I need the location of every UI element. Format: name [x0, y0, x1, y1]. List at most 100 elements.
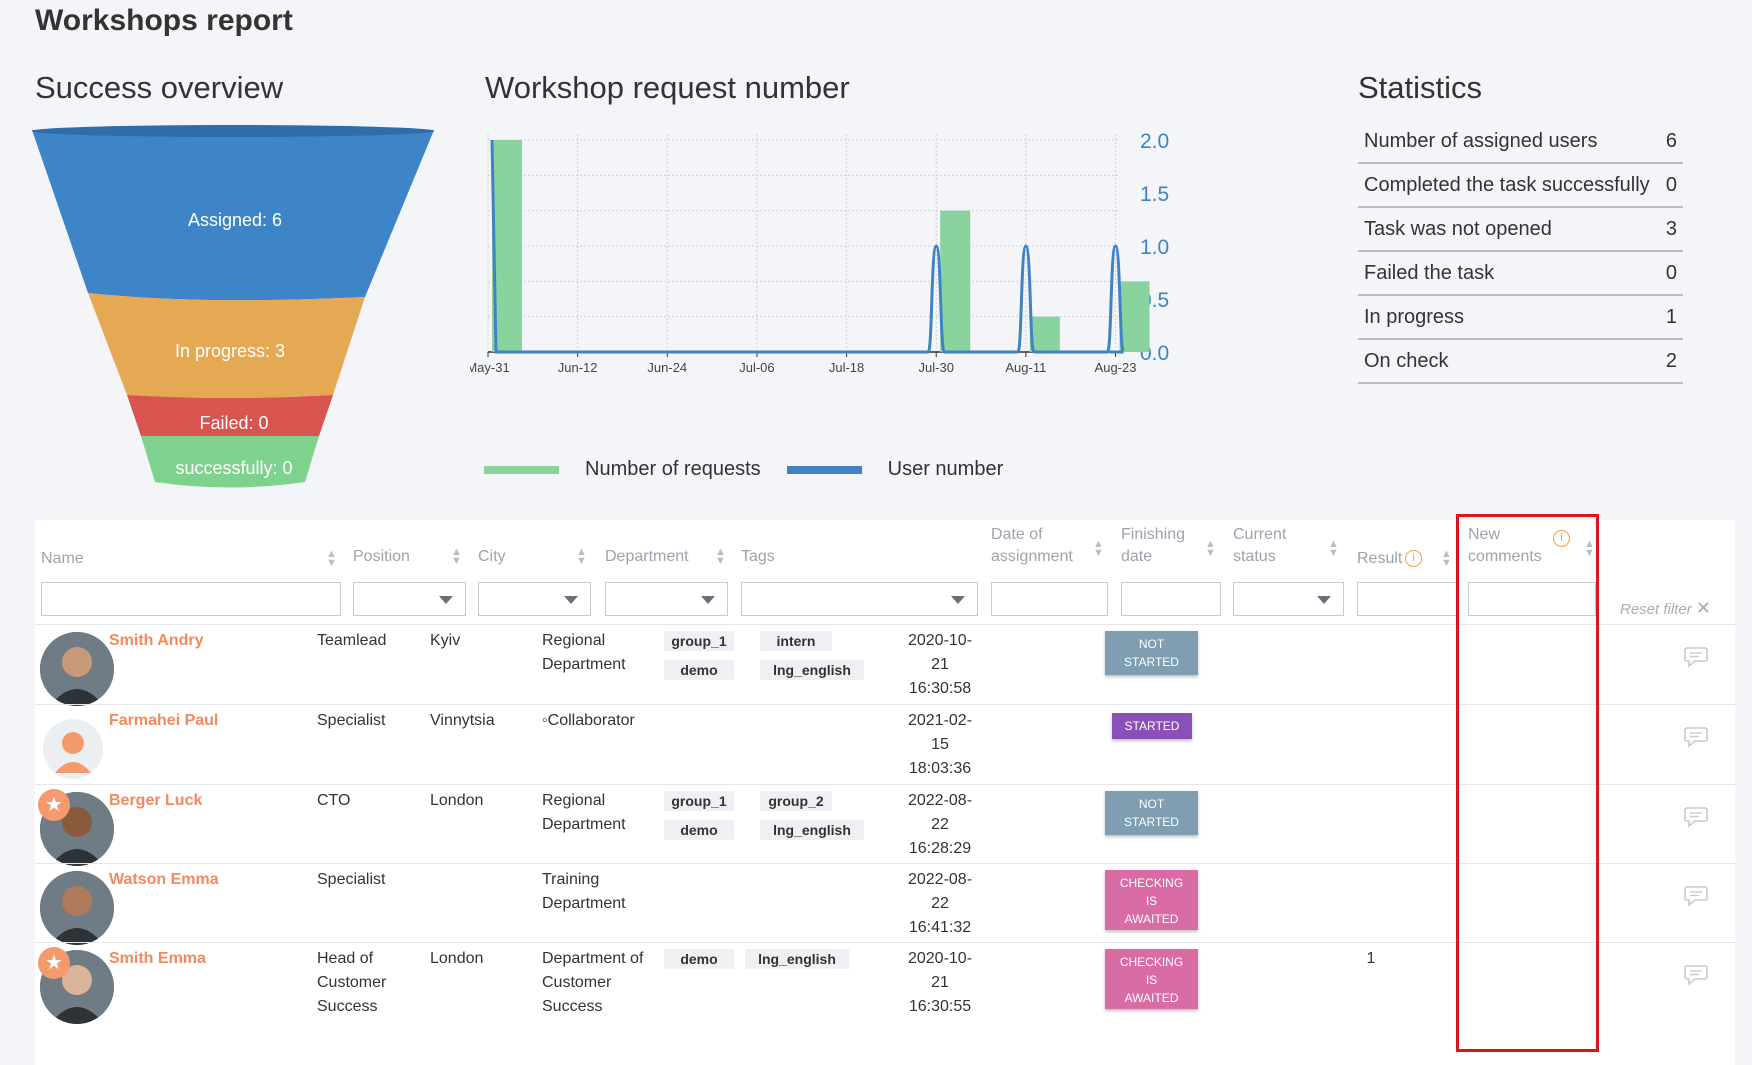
comment-icon[interactable] — [1683, 805, 1709, 829]
user-name-link[interactable]: Smith Emma — [109, 950, 206, 967]
table-row[interactable]: Farmahei Paul Specialist Vinnytsia ◦Collabo… — [35, 704, 1735, 793]
filter-status-select[interactable] — [1233, 582, 1344, 616]
sort-department-icon[interactable]: ▲ ▼ — [715, 546, 726, 567]
sort-name-icon[interactable]: ▲ ▼ — [326, 548, 337, 569]
filter-tags-select[interactable] — [741, 582, 978, 616]
sort-city-icon[interactable]: ▲ ▼ — [576, 546, 587, 567]
header-city[interactable]: City — [478, 548, 506, 565]
time-value: 16:30:55 — [908, 998, 972, 1015]
department-cell: Department of Customer Success — [542, 947, 643, 1019]
user-photo-icon — [40, 871, 114, 945]
department-line: Training — [542, 871, 600, 888]
filter-comments-input[interactable] — [1468, 582, 1596, 616]
user-name-link[interactable]: Watson Emma — [109, 871, 219, 888]
user-photo-icon — [40, 632, 114, 706]
reset-filter-button[interactable]: Reset filter ✕ — [1620, 598, 1711, 619]
tag-badge: intern — [760, 631, 832, 651]
chevron-down-icon — [1317, 596, 1331, 604]
header-current-status[interactable]: Current status — [1233, 526, 1287, 565]
status-line: STARTED — [1124, 719, 1180, 733]
position-line: Specialist — [317, 871, 386, 888]
avatar[interactable] — [40, 871, 114, 945]
funnel-chart: Assigned: 6 In progress: 3 Failed: 0 suc… — [32, 125, 434, 488]
status-badge: CHECKING IS AWAITED — [1105, 870, 1198, 930]
statistics-value: 2 — [1665, 349, 1677, 372]
funnel-label-successfully: successfully: 0 — [175, 458, 292, 478]
tag-badge: demo — [664, 949, 734, 969]
time-value: 16:30:58 — [908, 680, 972, 697]
filter-finishing-input[interactable] — [1121, 582, 1221, 616]
comment-icon[interactable] — [1683, 645, 1709, 669]
header-name[interactable]: Name — [41, 550, 84, 567]
result-info-icon[interactable]: i — [1405, 550, 1422, 567]
date-value: 2022-08-22 — [907, 792, 973, 833]
sort-position-icon[interactable]: ▲ ▼ — [451, 546, 462, 567]
header-result[interactable]: Result — [1357, 550, 1403, 567]
statistics-label: Failed the task — [1364, 261, 1495, 284]
department-cell: Regional Department — [542, 629, 626, 677]
avatar[interactable] — [40, 792, 114, 866]
table-row[interactable]: Smith Andry Teamlead Kyiv Regional Departmen… — [35, 624, 1735, 713]
header-position[interactable]: Position — [353, 548, 410, 565]
chart-legend: Number of requests User number — [484, 458, 1003, 481]
x-tick-label: Jul-18 — [829, 360, 864, 375]
statistics-label: On check — [1364, 349, 1449, 372]
y-right-tick-label: 1.0 — [1140, 236, 1169, 259]
statistics-label: Number of assigned users — [1364, 129, 1598, 152]
sort-date-icon[interactable]: ▲ ▼ — [1093, 538, 1104, 559]
new-comments-highlight — [1456, 514, 1599, 1052]
x-tick-label: May-31 — [470, 360, 510, 375]
chevron-down-icon — [951, 596, 965, 604]
star-icon: ★ — [38, 789, 70, 821]
comment-icon[interactable] — [1683, 725, 1709, 749]
legend-label-users: User number — [887, 458, 1004, 480]
filter-position-select[interactable] — [353, 582, 466, 616]
city-cell: Kyiv — [430, 632, 461, 649]
position-line: Success — [317, 998, 378, 1015]
header-date-assignment[interactable]: Date of assignment — [991, 526, 1073, 565]
department-line: Regional — [542, 792, 606, 809]
header-finishing-date[interactable]: Finishing date — [1121, 526, 1186, 565]
position-cell: Teamlead — [317, 629, 386, 653]
city-cell: London — [430, 792, 484, 809]
avatar[interactable] — [43, 719, 103, 779]
comment-icon[interactable] — [1683, 963, 1709, 987]
bar-requests-Aug-23 — [1119, 281, 1150, 352]
user-name-link[interactable]: Smith Andry — [109, 632, 204, 649]
department-line: Department — [542, 895, 626, 912]
tag-badge: demo — [664, 820, 734, 840]
comment-icon[interactable] — [1683, 884, 1709, 908]
comments-info-icon[interactable]: i — [1553, 530, 1570, 547]
sort-finishing-icon[interactable]: ▲ ▼ — [1205, 538, 1216, 559]
filter-city-select[interactable] — [478, 582, 591, 616]
chevron-down-icon — [701, 596, 715, 604]
filter-department-select[interactable] — [605, 582, 728, 616]
table-row[interactable]: ★ Smith Emma Head of Customer Success London D… — [35, 942, 1735, 1031]
sort-status-icon[interactable]: ▲ ▼ — [1328, 538, 1339, 559]
header-new-comments[interactable]: New comments — [1468, 526, 1542, 565]
header-tags[interactable]: Tags — [741, 548, 775, 565]
status-line: AWAITED — [1124, 991, 1179, 1005]
user-name-link[interactable]: Berger Luck — [109, 792, 203, 809]
header-department[interactable]: Department — [605, 548, 689, 565]
position-line: Specialist — [317, 712, 386, 729]
filter-name-input[interactable] — [41, 582, 341, 616]
department-line: Department — [542, 656, 626, 673]
funnel-title: Success overview — [35, 70, 284, 105]
city-cell: London — [430, 950, 484, 967]
user-name-link[interactable]: Farmahei Paul — [109, 712, 219, 729]
x-tick-label: Jul-30 — [919, 360, 954, 375]
sort-result-icon[interactable]: ▲ ▼ — [1441, 548, 1452, 569]
position-cell: CTO — [317, 789, 350, 813]
time-value: 16:28:29 — [908, 840, 972, 857]
funnel-label-failed: Failed: 0 — [199, 413, 268, 433]
avatar[interactable] — [40, 632, 114, 706]
filter-date-input[interactable] — [991, 582, 1108, 616]
filter-result-input[interactable] — [1357, 582, 1457, 616]
table-row[interactable]: Watson Emma Specialist Training Department 2… — [35, 863, 1735, 952]
user-photo-icon — [40, 950, 114, 1024]
table-row[interactable]: ★ Berger Luck CTO London Regional Department g… — [35, 784, 1735, 873]
date-value: 2022-08-22 — [907, 871, 973, 912]
tag-badge: group_2 — [760, 791, 832, 811]
sort-comments-icon[interactable]: ▲ ▼ — [1584, 538, 1595, 559]
